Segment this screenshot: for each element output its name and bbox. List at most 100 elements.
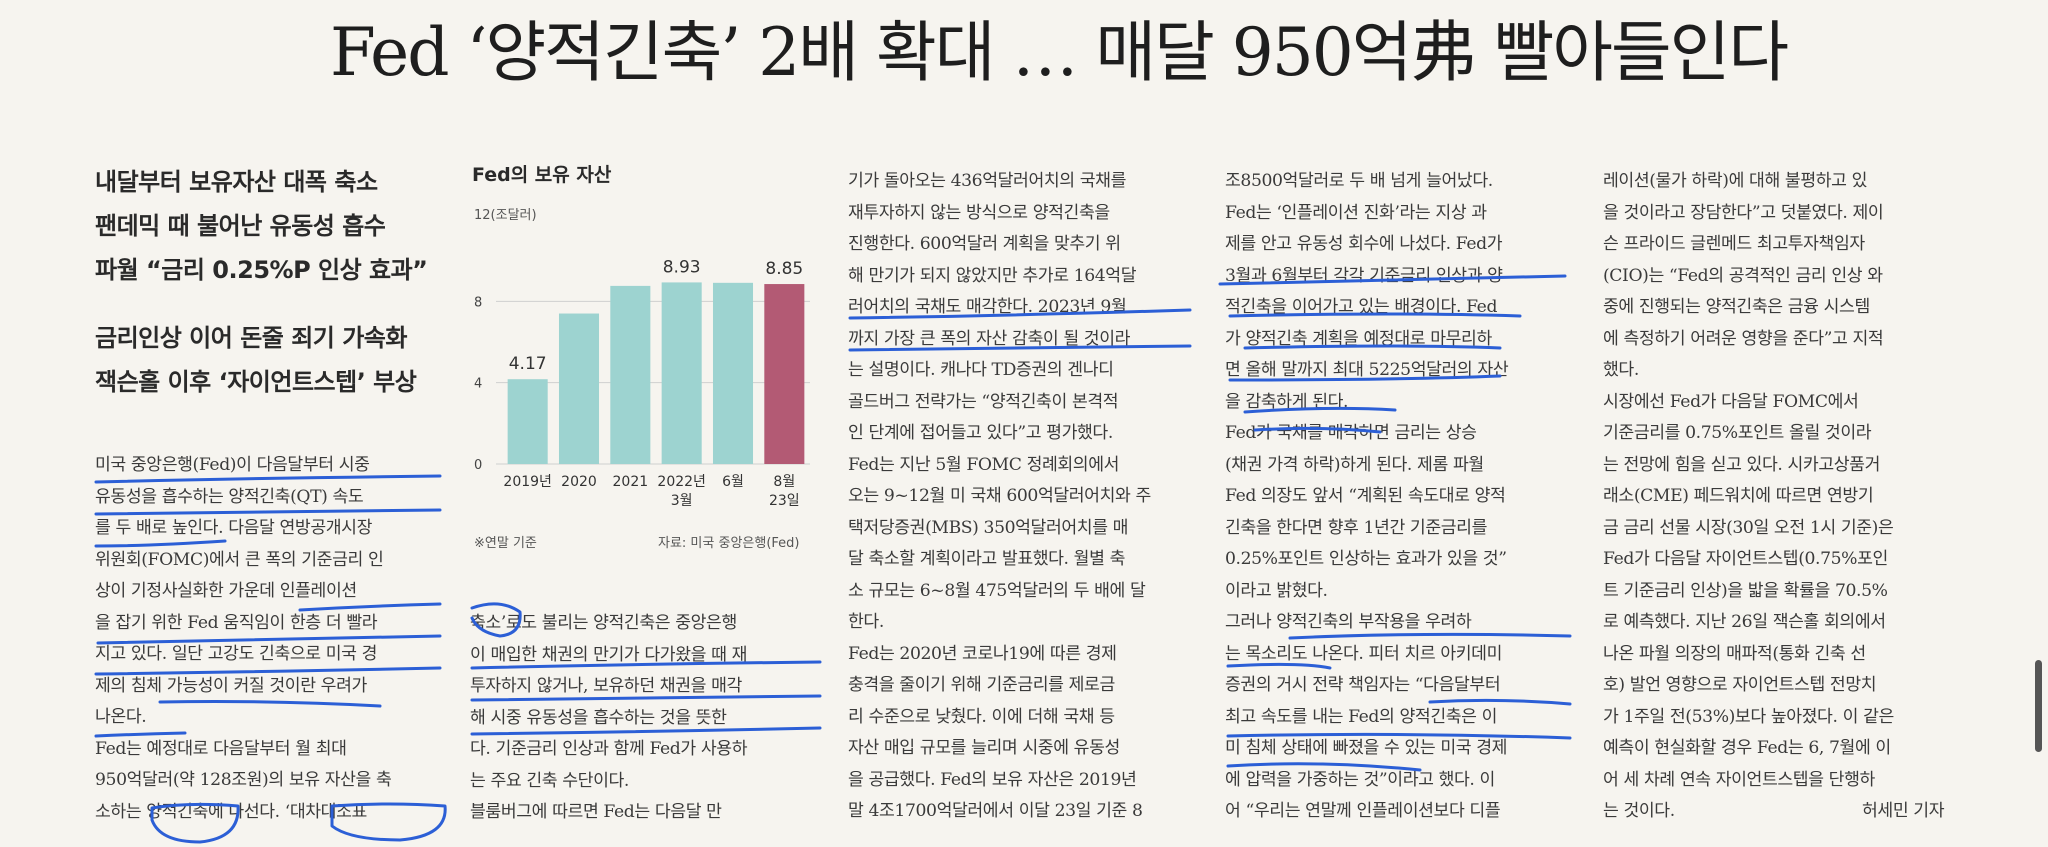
- article-line: 에 측정하기 어려운 영향을 준다”고 지적: [1603, 328, 1884, 349]
- article-line: 가 1주일 전(53%)보다 높아졌다. 이 같은: [1603, 706, 1894, 727]
- article-line: 어 “우리는 연말께 인플레이션보다 디플: [1225, 801, 1501, 821]
- byline: 허세민 기자: [1862, 801, 1945, 821]
- article-line: 래소(CME) 페드워치에 따르면 연방기: [1603, 486, 1874, 506]
- article-line: 다. 기준금리 인상과 함께 Fed가 사용하: [470, 739, 748, 759]
- x-tick-label: 8월: [773, 474, 795, 490]
- article-line: 는 전망에 힘을 싣고 있다. 시카고상품거: [1603, 454, 1880, 475]
- article-line: 이라고 밝혔다.: [1225, 580, 1328, 601]
- article-line: 나온 파월 의장의 매파적(통화 긴축 선: [1603, 643, 1866, 664]
- article-line: 면 올해 말까지 최대 5225억달러의 자산: [1225, 360, 1509, 380]
- article-line: 을 감축하게 된다.: [1225, 391, 1349, 412]
- article-line: 로 예측했다. 지난 26일 잭슨홀 회의에서: [1603, 612, 1886, 632]
- x-tick-label: 6월: [722, 474, 744, 490]
- data-label: 8.85: [765, 259, 803, 279]
- y-tick-label: 0: [474, 458, 482, 473]
- subhead: 내달부터 보유자산 대폭 축소: [95, 168, 378, 196]
- y-tick-label: 8: [474, 295, 482, 310]
- article-line: 에 압력을 가중하는 것”이라고 했다. 이: [1225, 769, 1495, 790]
- article-line: 자산 매입 규모를 늘리며 시중에 유동성: [848, 738, 1120, 758]
- bar: [764, 284, 805, 464]
- data-label: 4.17: [509, 354, 547, 374]
- data-label: 8.93: [663, 257, 701, 277]
- article-column-3: 기가 돌아오는 436억달러어치의 국채를 재투자하지 않는 방식으로 양적긴축을…: [848, 166, 1151, 828]
- chart-unit-label: 12(조달러): [474, 208, 537, 223]
- article-line: 상이 기정사실화한 가운데 인플레이션: [95, 581, 357, 601]
- article-line: 적긴축을 이어가고 있는 배경이다. Fed: [1225, 297, 1498, 317]
- chart-note: ※연말 기준: [474, 536, 537, 551]
- article-line: Fed 의장도 앞서 “계획된 속도대로 양적: [1225, 486, 1506, 506]
- article-line: 최고 속도를 내는 Fed의 양적긴축은 이: [1225, 706, 1498, 727]
- chart-title: Fed의 보유 자산: [472, 164, 612, 186]
- article-line: 해 시중 유동성을 흡수하는 것을 뜻한: [470, 707, 727, 728]
- article-line: 긴축을 한다면 향후 1년간 기준금리를: [1225, 517, 1487, 538]
- article-line: (채권 가격 하락)하게 된다. 제롬 파월: [1225, 454, 1484, 475]
- article-line: 골드버그 전략가는 “양적긴축이 본격적: [848, 391, 1119, 412]
- article-line: 나온다.: [95, 707, 147, 727]
- article-line: 위원회(FOMC)에서 큰 폭의 기준금리 인: [95, 549, 384, 570]
- subhead: 금리인상 이어 돈줄 죄기 가속화: [95, 324, 407, 352]
- article-line: 3월과 6월부터 각각 기준금리 인상과 양: [1225, 265, 1503, 286]
- headline: Fed ‘양적긴축’ 2배 확대 … 매달 950억弗 빨아들인다: [330, 14, 1789, 91]
- article-line: 했다.: [1603, 360, 1639, 380]
- article-line: 미 침체 상태에 빠졌을 수 있는 미국 경제: [1225, 738, 1508, 758]
- article-line: 950억달러(약 128조원)의 보유 자산을 축: [95, 770, 392, 790]
- article-line: 오는 9~12월 미 국채 600억달러어치와 주: [848, 486, 1151, 506]
- article-line: 레이션(물가 하락)에 대해 불평하고 있: [1603, 171, 1868, 191]
- article-line: 는 설명이다. 캐나다 TD증권의 겐나디: [848, 360, 1114, 380]
- x-tick-label: 2021: [613, 474, 649, 490]
- bar: [712, 282, 754, 464]
- bar: [610, 285, 651, 464]
- subheads: 내달부터 보유자산 대폭 축소 팬데믹 때 불어난 유동성 흡수 파월 “금리 …: [95, 160, 455, 404]
- article-line: 증권의 거시 전략 책임자는 “다음달부터: [1225, 675, 1501, 695]
- article-line: 호) 발언 영향으로 자이언트스텝 전망치: [1603, 675, 1877, 695]
- bar: [558, 313, 600, 464]
- bar-chart: Fed의 보유 자산 12(조달러) 0 4 8 4.17 2019년 2020 2021 8…: [470, 160, 820, 560]
- x-tick-label: 2022년: [657, 474, 706, 490]
- article-line: 예측이 현실화할 경우 Fed는 6, 7월에 이: [1603, 738, 1891, 758]
- article-line: 충격을 줄이기 위해 기준금리를 제로금: [848, 675, 1115, 695]
- x-tick-label: 23일: [769, 493, 800, 509]
- x-tick-label: 3월: [671, 493, 693, 509]
- article-line: 이 매입한 채권의 만기가 다가왔을 때 재: [470, 644, 747, 665]
- article-line: 슨 프라이드 글렌메드 최고투자책임자: [1603, 234, 1865, 254]
- subhead: 팬데믹 때 불어난 유동성 흡수: [95, 212, 386, 240]
- article-line: Fed는 예정대로 다음달부터 월 최대: [95, 738, 347, 759]
- article-line: 는 목소리도 나온다. 피터 치르 아키데미: [1225, 643, 1502, 664]
- article-line: 달 축소할 계획이라고 발표했다. 월별 축: [848, 549, 1125, 569]
- article-line: 트 기준금리 인상)을 밟을 확률을 70.5%: [1603, 580, 1888, 601]
- article-line: Fed가 다음달 자이언트스텝(0.75%포인: [1603, 549, 1888, 569]
- article-line: 중에 진행되는 양적긴축은 금융 시스템: [1603, 297, 1870, 317]
- subhead: 파월 “금리 0.25%P 인상 효과”: [95, 256, 428, 284]
- article-line: 을 공급했다. Fed의 보유 자산은 2019년: [848, 769, 1137, 790]
- article-line: 진행한다. 600억달러 계획을 맞추기 위: [848, 234, 1121, 254]
- article-line: 조8500억달러로 두 배 넘게 늘어났다.: [1225, 171, 1493, 191]
- article-line: 기준금리를 0.75%포인트 올릴 것이라: [1603, 423, 1872, 443]
- article-line: 시장에선 Fed가 다음달 FOMC에서: [1603, 391, 1859, 412]
- article-line: 해 만기가 되지 않았지만 추가로 164억달: [848, 265, 1137, 286]
- article-line: Fed는 ‘인플레이션 진화’라는 지상 과: [1225, 202, 1487, 223]
- article-line: 유동성을 흡수하는 양적긴축(QT) 속도: [95, 486, 364, 507]
- x-tick-label: 2020: [561, 474, 597, 490]
- article-line: 투자하지 않거나, 보유하던 채권을 매각: [470, 676, 742, 696]
- article-line: 블룸버그에 따르면 Fed는 다음달 만: [470, 802, 722, 822]
- article-line: 는 것이다.: [1603, 801, 1675, 821]
- article-line: 그러나 양적긴축의 부작용을 우려하: [1225, 612, 1472, 632]
- article-line: 을 잡기 위한 Fed 움직임이 한층 더 빨라: [95, 612, 378, 633]
- scrollbar[interactable]: [2035, 660, 2042, 752]
- article-line: 가 양적긴축 계획을 예정대로 마무리하: [1225, 328, 1492, 349]
- article-line: (CIO)는 “Fed의 공격적인 금리 인상 와: [1603, 265, 1883, 286]
- article-line: 리 수준으로 낮췄다. 이에 더해 국채 등: [848, 706, 1115, 727]
- article-line: 미국 중앙은행(Fed)이 다음달부터 시중: [95, 455, 370, 475]
- article-line: 소 규모는 6~8월 475억달러의 두 배에 달: [848, 580, 1146, 601]
- article-line: 제를 안고 유동성 회수에 나섰다. Fed가: [1225, 234, 1503, 254]
- article-line: 를 두 배로 높인다. 다음달 연방공개시장: [95, 518, 372, 538]
- article-line: 인 단계에 접어들고 있다”고 평가했다.: [848, 423, 1113, 443]
- article-line: Fed는 2020년 코로나19에 따른 경제: [848, 643, 1117, 664]
- article-line: 을 것이라고 장담한다”고 덧붙였다. 제이: [1603, 202, 1884, 223]
- article-line: 0.25%포인트 인상하는 효과가 있을 것”: [1225, 549, 1507, 569]
- x-tick-label: 2019년: [503, 474, 552, 490]
- article-line: 기가 돌아오는 436억달러어치의 국채를: [848, 171, 1126, 191]
- article-line: 소하는 양적긴축에 나선다. ‘대차대조표: [95, 801, 367, 822]
